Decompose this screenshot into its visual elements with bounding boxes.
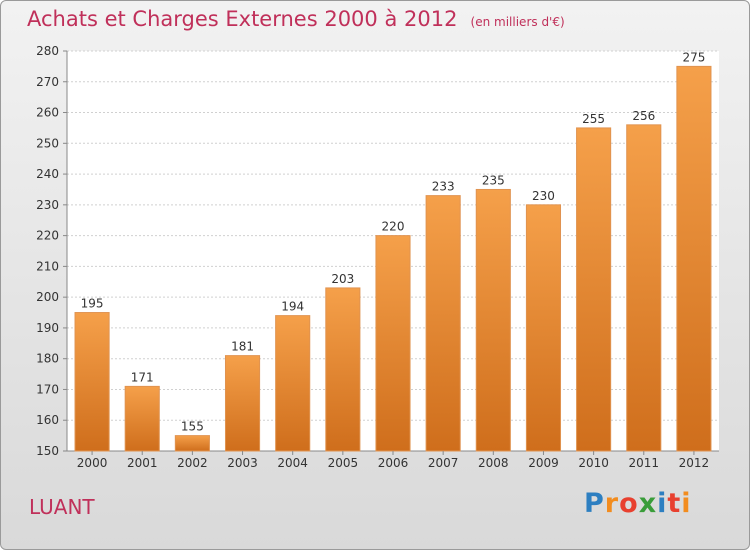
x-tick-label: 2009 — [528, 456, 559, 470]
x-tick-label: 2008 — [478, 456, 509, 470]
logo-letter: x — [638, 488, 658, 519]
y-tick-label: 270 — [36, 75, 59, 89]
x-tick-label: 2000 — [77, 456, 108, 470]
logo-letter: P — [584, 488, 605, 519]
x-tick-label: 2012 — [679, 456, 710, 470]
data-label: 256 — [632, 109, 655, 123]
commune-name: LUANT — [29, 495, 95, 519]
y-tick-label: 280 — [36, 44, 59, 58]
y-tick-label: 240 — [36, 167, 59, 181]
data-label: 195 — [81, 297, 104, 311]
bar — [124, 385, 160, 452]
bar — [375, 235, 411, 452]
y-tick-label: 160 — [36, 413, 59, 427]
bar — [525, 204, 562, 452]
logo-letter: r — [604, 488, 620, 519]
data-label: 194 — [281, 300, 304, 314]
y-tick-label: 250 — [36, 136, 59, 150]
chart-title: Achats et Charges Externes 2000 à 2012 — [27, 7, 458, 31]
logo-letter: t — [667, 488, 682, 519]
logo-letter: i — [657, 488, 668, 519]
x-tick-label: 2002 — [177, 456, 208, 470]
bar — [626, 124, 662, 452]
data-label: 155 — [181, 420, 204, 434]
bar — [325, 287, 361, 452]
x-tick-label: 2011 — [628, 456, 659, 470]
x-tick-label: 2006 — [378, 456, 409, 470]
bar — [224, 355, 261, 452]
title-row: Achats et Charges Externes 2000 à 2012 (… — [27, 7, 565, 31]
data-label: 171 — [131, 370, 154, 384]
y-tick-label: 170 — [36, 382, 59, 396]
bar — [74, 312, 110, 452]
bar — [174, 435, 210, 452]
bar — [676, 65, 712, 452]
proxiti-logo: Proxiti — [584, 488, 692, 519]
data-label: 235 — [482, 173, 505, 187]
y-tick-label: 190 — [36, 321, 59, 335]
y-tick-label: 180 — [36, 352, 59, 366]
y-tick-label: 200 — [36, 290, 59, 304]
y-tick-label: 210 — [36, 259, 59, 273]
x-tick-label: 2007 — [428, 456, 459, 470]
y-tick-label: 230 — [36, 198, 59, 212]
x-tick-label: 2010 — [578, 456, 609, 470]
data-label: 233 — [432, 180, 455, 194]
y-tick-label: 220 — [36, 229, 59, 243]
data-label: 275 — [682, 50, 705, 64]
y-tick-label: 150 — [36, 444, 59, 458]
bar — [275, 315, 311, 452]
x-tick-label: 2004 — [277, 456, 308, 470]
unit-note: (en milliers d'€) — [470, 15, 565, 29]
logo-letter: i — [681, 488, 692, 519]
x-tick-label: 2005 — [328, 456, 359, 470]
data-label: 203 — [331, 272, 354, 286]
logo-letter: o — [619, 488, 639, 519]
data-label: 255 — [582, 112, 605, 126]
data-label: 181 — [231, 340, 254, 354]
bar — [576, 127, 612, 452]
y-tick-label: 260 — [36, 106, 59, 120]
x-tick-label: 2001 — [127, 456, 158, 470]
data-label: 230 — [532, 189, 555, 203]
x-tick-label: 2003 — [227, 456, 258, 470]
bar — [425, 195, 461, 452]
data-label: 220 — [382, 220, 405, 234]
bar — [475, 188, 511, 452]
